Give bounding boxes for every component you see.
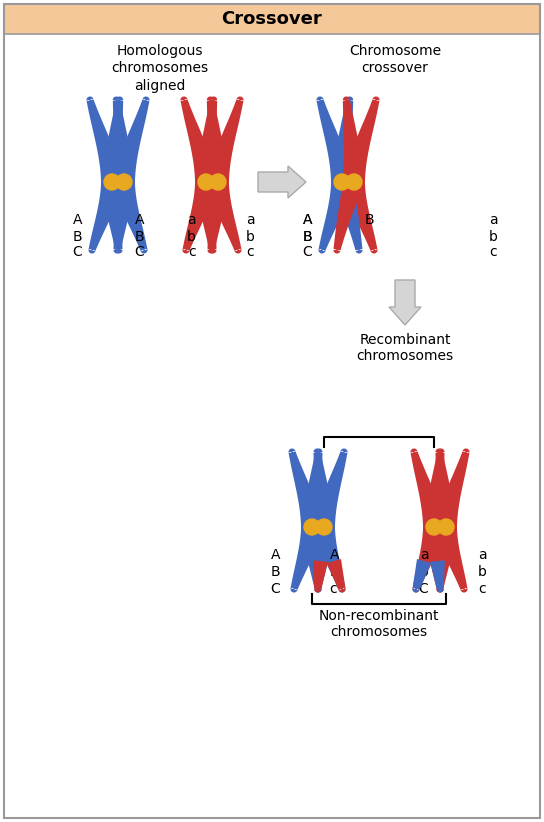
- Text: c: c: [330, 582, 337, 596]
- Polygon shape: [435, 525, 467, 593]
- Text: C: C: [419, 582, 429, 596]
- Text: B: B: [364, 213, 374, 227]
- Polygon shape: [435, 449, 457, 528]
- Polygon shape: [423, 527, 445, 593]
- Polygon shape: [195, 182, 217, 253]
- Text: Homologous
chromosomes
aligned: Homologous chromosomes aligned: [112, 44, 208, 93]
- Circle shape: [426, 519, 442, 535]
- Polygon shape: [86, 96, 123, 183]
- Text: A: A: [270, 548, 280, 562]
- Polygon shape: [435, 527, 457, 593]
- Polygon shape: [207, 96, 229, 182]
- Polygon shape: [343, 96, 365, 182]
- Polygon shape: [313, 449, 348, 529]
- Polygon shape: [301, 527, 323, 593]
- Text: C: C: [134, 245, 144, 259]
- Polygon shape: [313, 527, 335, 593]
- Polygon shape: [207, 181, 242, 253]
- Polygon shape: [343, 181, 378, 253]
- Text: b: b: [489, 230, 498, 244]
- Polygon shape: [290, 525, 323, 593]
- Polygon shape: [113, 96, 150, 183]
- FancyArrow shape: [258, 166, 306, 198]
- Text: A: A: [302, 213, 312, 227]
- Text: a: a: [187, 213, 196, 227]
- Text: B: B: [72, 230, 82, 244]
- Polygon shape: [313, 449, 335, 528]
- Circle shape: [116, 174, 132, 190]
- Text: A: A: [72, 213, 82, 227]
- Polygon shape: [411, 449, 445, 529]
- Polygon shape: [207, 96, 244, 183]
- Polygon shape: [412, 525, 445, 593]
- Text: Chromosome
crossover: Chromosome crossover: [349, 44, 441, 76]
- Text: B: B: [302, 230, 312, 244]
- Text: B: B: [302, 230, 312, 244]
- Polygon shape: [331, 179, 362, 253]
- Circle shape: [104, 174, 120, 190]
- Text: b: b: [246, 230, 255, 244]
- Text: A: A: [302, 213, 312, 227]
- Text: c: c: [188, 245, 196, 259]
- Polygon shape: [423, 449, 445, 528]
- Polygon shape: [113, 96, 135, 182]
- Polygon shape: [318, 181, 353, 253]
- Circle shape: [346, 174, 362, 190]
- Polygon shape: [313, 561, 328, 593]
- Circle shape: [210, 174, 226, 190]
- Polygon shape: [182, 181, 217, 253]
- Circle shape: [198, 174, 214, 190]
- Text: C: C: [302, 245, 312, 259]
- Text: Crossover: Crossover: [221, 10, 323, 28]
- Text: b: b: [187, 230, 196, 244]
- Polygon shape: [101, 182, 123, 253]
- Text: B: B: [270, 565, 280, 579]
- Polygon shape: [288, 449, 323, 529]
- Polygon shape: [181, 96, 217, 183]
- Text: c: c: [489, 245, 497, 259]
- FancyArrow shape: [389, 280, 421, 325]
- Text: B: B: [330, 565, 339, 579]
- Polygon shape: [430, 561, 445, 593]
- Polygon shape: [101, 96, 123, 182]
- Text: C: C: [72, 245, 82, 259]
- Polygon shape: [313, 525, 345, 593]
- Polygon shape: [343, 96, 380, 183]
- Text: b: b: [419, 565, 429, 579]
- FancyBboxPatch shape: [4, 4, 540, 34]
- Text: C: C: [270, 582, 280, 596]
- Polygon shape: [333, 179, 364, 253]
- Polygon shape: [327, 559, 345, 593]
- Polygon shape: [412, 559, 431, 593]
- Polygon shape: [89, 181, 123, 253]
- Text: A: A: [134, 213, 144, 227]
- Polygon shape: [207, 182, 229, 253]
- Text: B: B: [134, 230, 144, 244]
- Polygon shape: [195, 96, 217, 182]
- Polygon shape: [301, 449, 323, 528]
- Circle shape: [334, 174, 350, 190]
- Text: a: a: [489, 213, 498, 227]
- Circle shape: [316, 519, 332, 535]
- Text: A: A: [330, 548, 339, 562]
- Polygon shape: [331, 96, 353, 182]
- Polygon shape: [317, 96, 353, 183]
- Text: c: c: [246, 245, 254, 259]
- Circle shape: [304, 519, 320, 535]
- Polygon shape: [435, 449, 469, 529]
- Text: Recombinant
chromosomes: Recombinant chromosomes: [356, 333, 454, 363]
- Polygon shape: [113, 182, 135, 253]
- Polygon shape: [113, 181, 147, 253]
- Text: b: b: [478, 565, 487, 579]
- Text: c: c: [478, 582, 486, 596]
- Text: a: a: [478, 548, 487, 562]
- Text: a: a: [420, 548, 429, 562]
- Circle shape: [438, 519, 454, 535]
- Text: a: a: [246, 213, 255, 227]
- Text: Non-recombinant
chromosomes: Non-recombinant chromosomes: [319, 609, 439, 640]
